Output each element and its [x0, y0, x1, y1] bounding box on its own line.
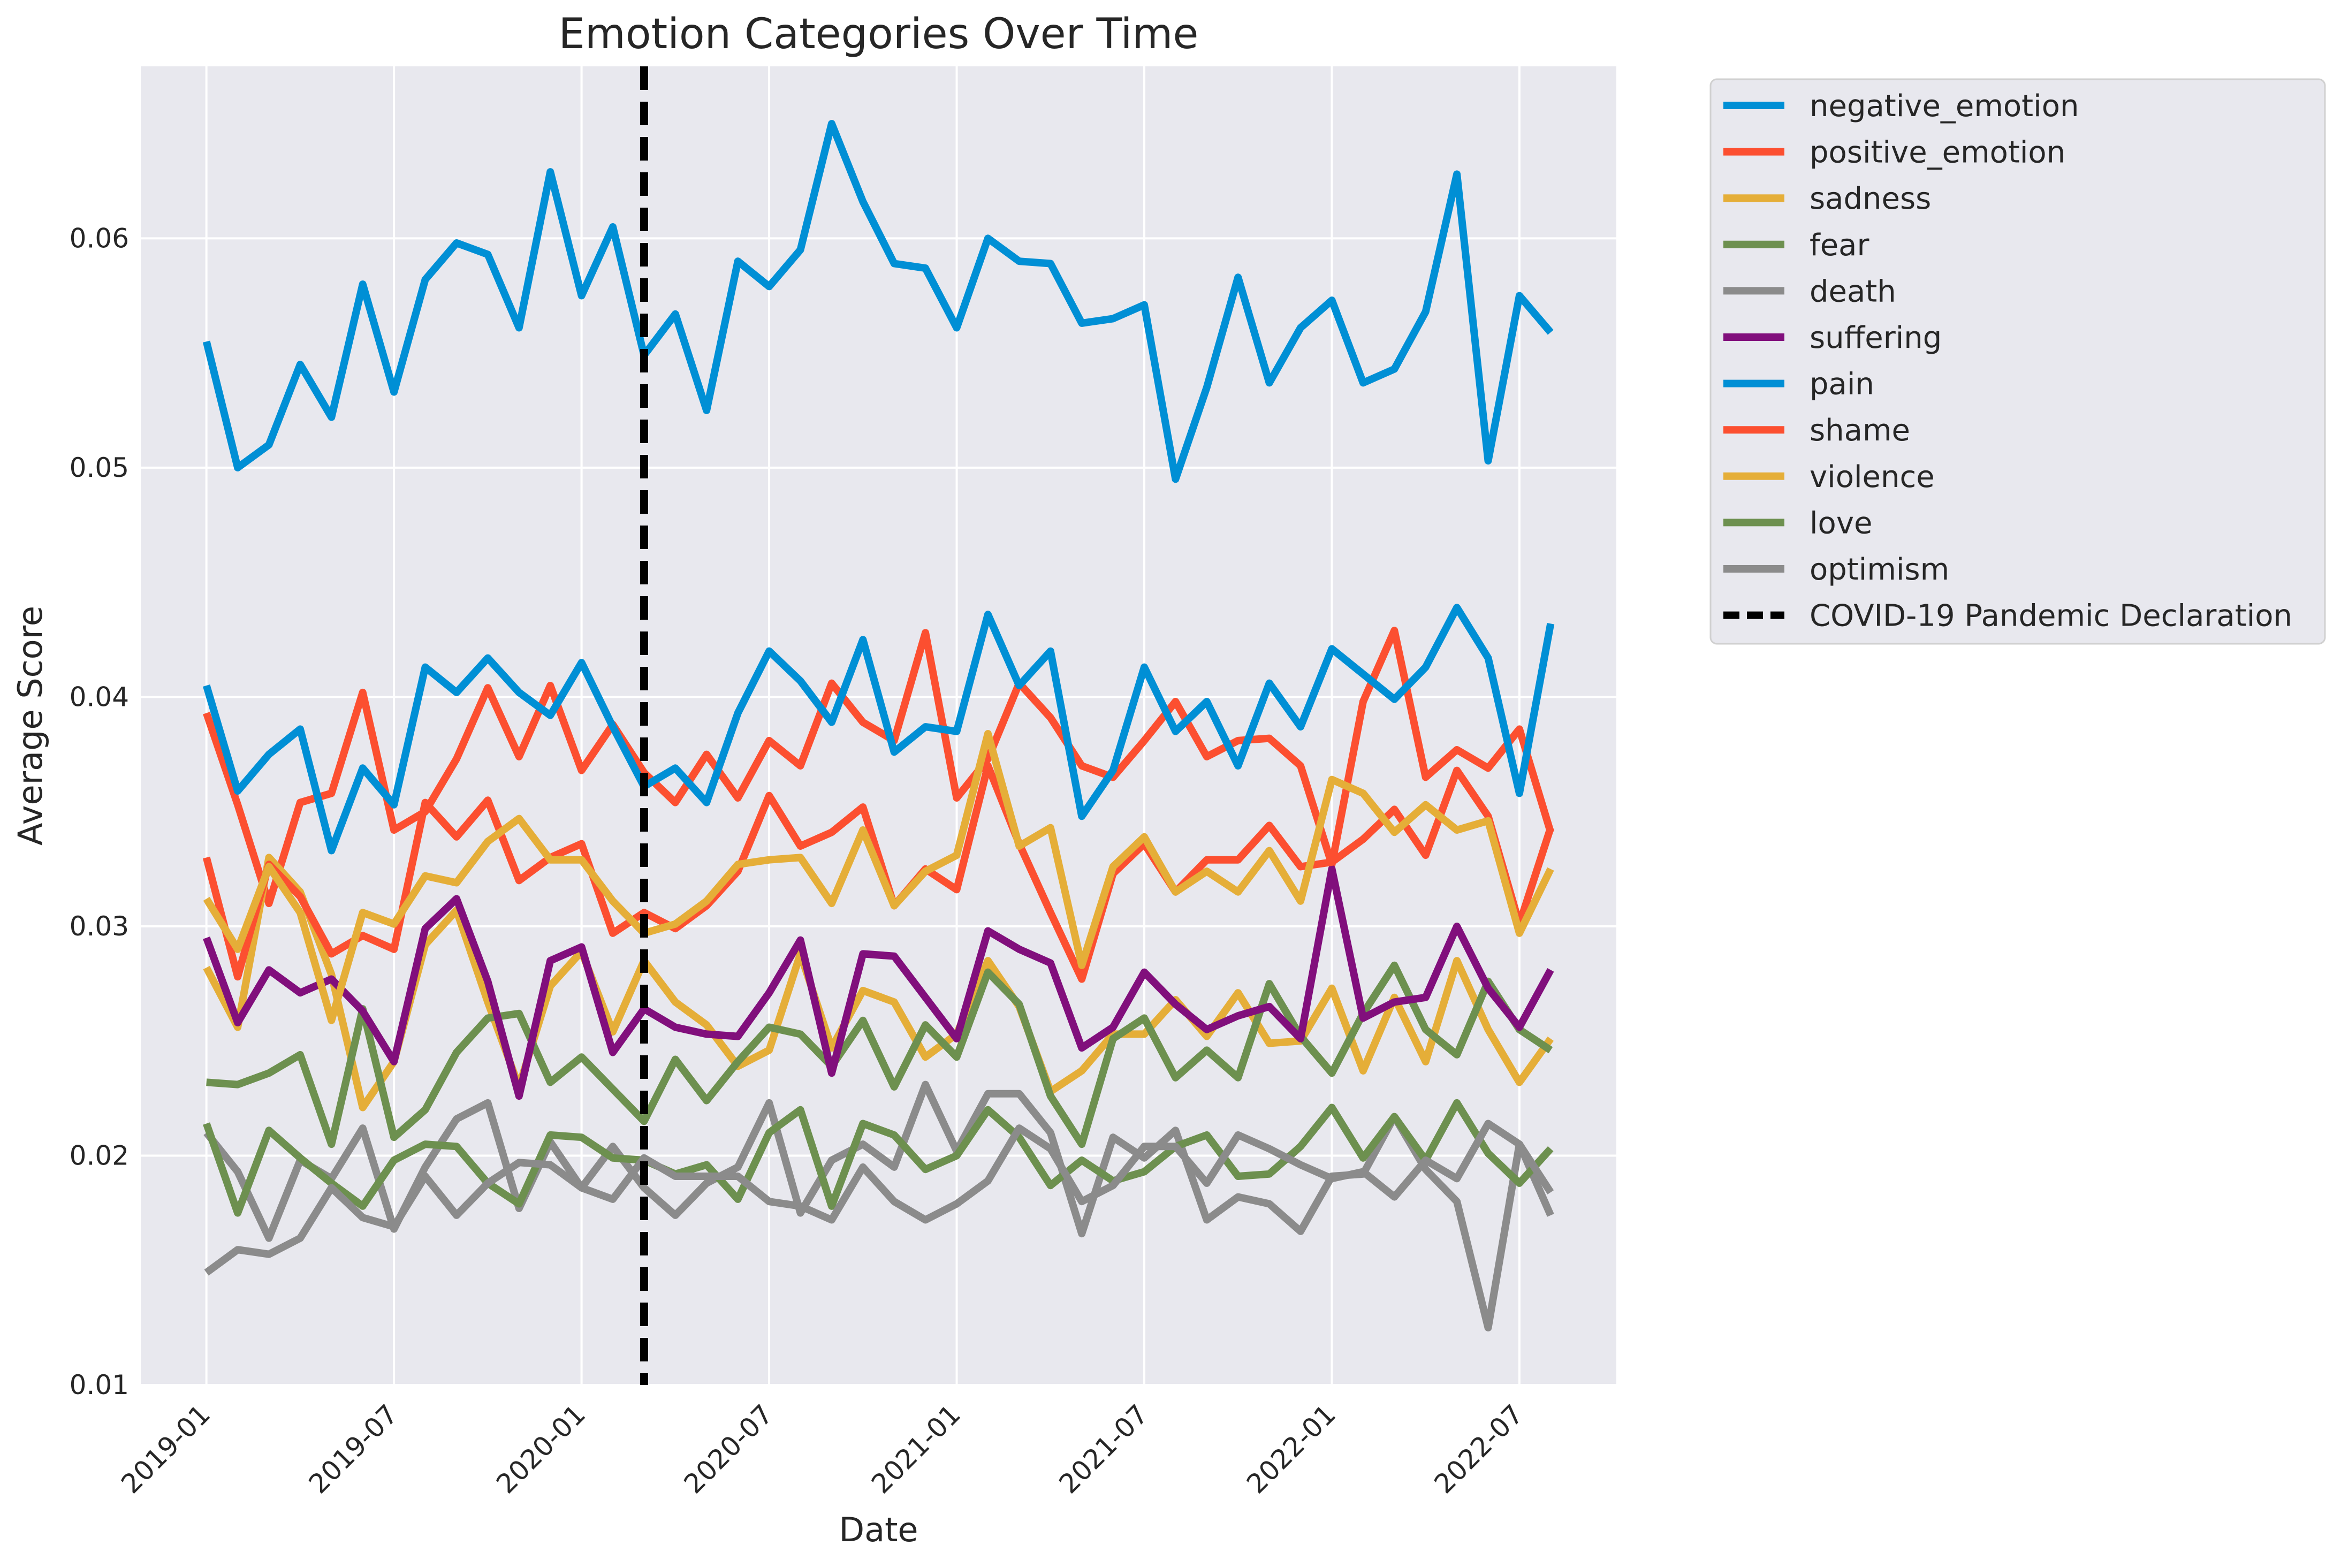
series-lines	[202, 120, 1555, 1331]
y-tick-label: 0.03	[70, 911, 129, 942]
legend-label: death	[1810, 274, 1896, 309]
legend-label: pain	[1810, 367, 1874, 402]
y-axis-ticks: 0.01 0.02 0.03 0.04 0.05 0.06	[70, 223, 129, 1400]
y-tick-label: 0.02	[70, 1140, 129, 1171]
series-line-pain	[202, 604, 1555, 855]
legend-label: negative_emotion	[1810, 89, 2079, 124]
legend-box	[1709, 78, 2326, 645]
series-line-negative-emotion	[202, 120, 1554, 483]
series-line-sadness	[203, 854, 1554, 1112]
series-line-fear	[206, 961, 1553, 1148]
legend-label: fear	[1810, 228, 1869, 263]
y-tick-label: 0.04	[70, 681, 129, 712]
y-tick-label: 0.05	[70, 452, 129, 483]
chart-title: Emotion Categories Over Time	[559, 10, 1199, 58]
y-tick-label: 0.06	[70, 223, 129, 254]
series-line-optimism	[204, 1120, 1554, 1276]
legend-label: love	[1810, 506, 1872, 541]
series-line-violence	[203, 730, 1554, 1024]
series-line-death	[203, 1080, 1554, 1331]
legend-label: suffering	[1810, 321, 1942, 355]
legend-label: COVID-19 Pandemic Declaration	[1810, 599, 2292, 634]
series-line-suffering	[203, 865, 1554, 1100]
y-tick-label: 0.01	[70, 1369, 129, 1400]
series-line-love	[203, 1099, 1554, 1217]
x-axis-title: Date	[839, 1510, 918, 1549]
y-axis-title: Average Score	[11, 606, 50, 846]
legend-label: optimism	[1810, 552, 1949, 587]
legend-label: shame	[1810, 413, 1910, 448]
legend-label: sadness	[1810, 181, 1931, 216]
legend-label: positive_emotion	[1810, 135, 2065, 170]
legend-label: violence	[1810, 460, 1935, 494]
series-line-shame	[202, 762, 1554, 983]
